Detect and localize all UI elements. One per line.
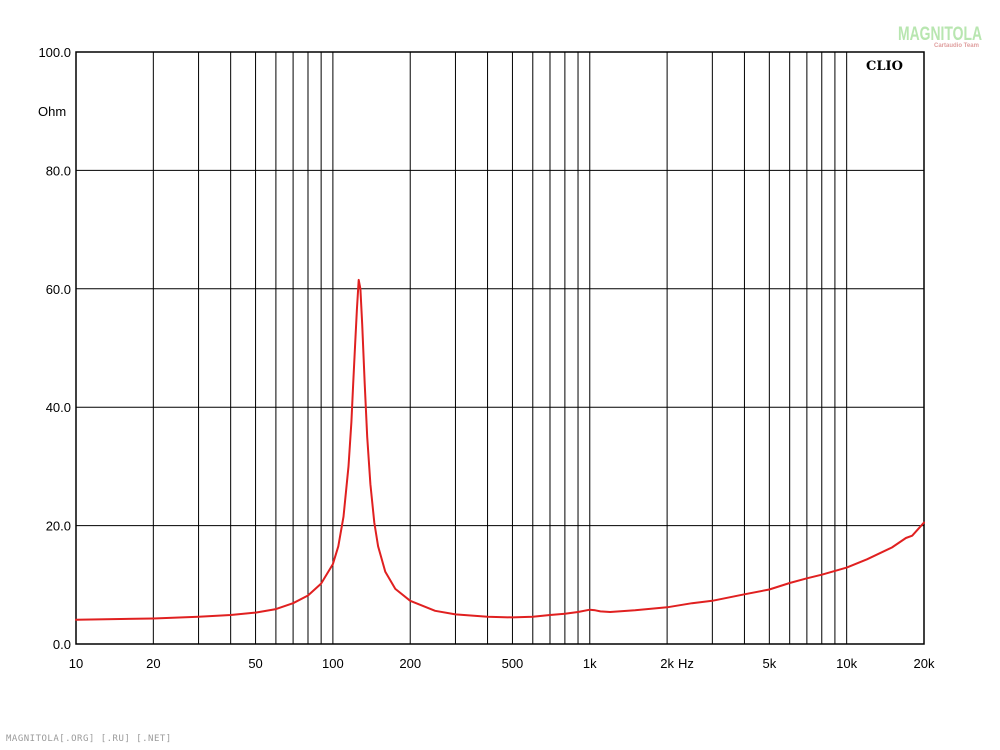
x-gridlines bbox=[152, 52, 848, 644]
plot-frame bbox=[75, 51, 925, 645]
watermark-text: MAGNITOLA bbox=[898, 24, 982, 45]
y-tick-label: 80.0 bbox=[46, 163, 71, 178]
impedance-curve bbox=[75, 278, 925, 621]
y-tick-label: 40.0 bbox=[46, 400, 71, 415]
clio-brand-label: CLIO bbox=[866, 59, 903, 74]
x-tick-label: 1k bbox=[583, 656, 597, 671]
x-axis-label: Hz bbox=[678, 656, 694, 671]
y-tick-labels: 0.0 20.0 40.0 60.0 80.0 100.0 bbox=[38, 45, 71, 652]
y-tick-label: 0.0 bbox=[53, 637, 71, 652]
impedance-series bbox=[75, 278, 925, 621]
watermark-subtext: Cartaudio Team bbox=[934, 43, 979, 49]
y-tick-label: 60.0 bbox=[46, 282, 71, 297]
x-tick-label: 100 bbox=[322, 656, 344, 671]
x-tick-label: 20k bbox=[914, 656, 935, 671]
x-tick-label: 50 bbox=[248, 656, 262, 671]
x-tick-labels: 10 20 50 100 200 500 1k 2k 5k 10k 20k bbox=[69, 656, 935, 671]
x-tick-label: 5k bbox=[762, 656, 776, 671]
footer-text: MAGNITOLA[.ORG] [.RU] [.NET] bbox=[6, 734, 172, 744]
x-tick-label: 2k bbox=[660, 656, 674, 671]
x-tick-label: 20 bbox=[146, 656, 160, 671]
y-tick-label: 100.0 bbox=[38, 45, 71, 60]
y-axis-label: Ohm bbox=[38, 104, 66, 119]
x-tick-label: 200 bbox=[399, 656, 421, 671]
x-tick-label: 10k bbox=[836, 656, 857, 671]
y-gridlines bbox=[76, 169, 924, 527]
y-tick-label: 20.0 bbox=[46, 519, 71, 534]
x-tick-label: 500 bbox=[502, 656, 524, 671]
x-tick-label: 10 bbox=[69, 656, 83, 671]
magnitola-logo: MAGNITOLA Cartaudio Team bbox=[898, 24, 982, 49]
